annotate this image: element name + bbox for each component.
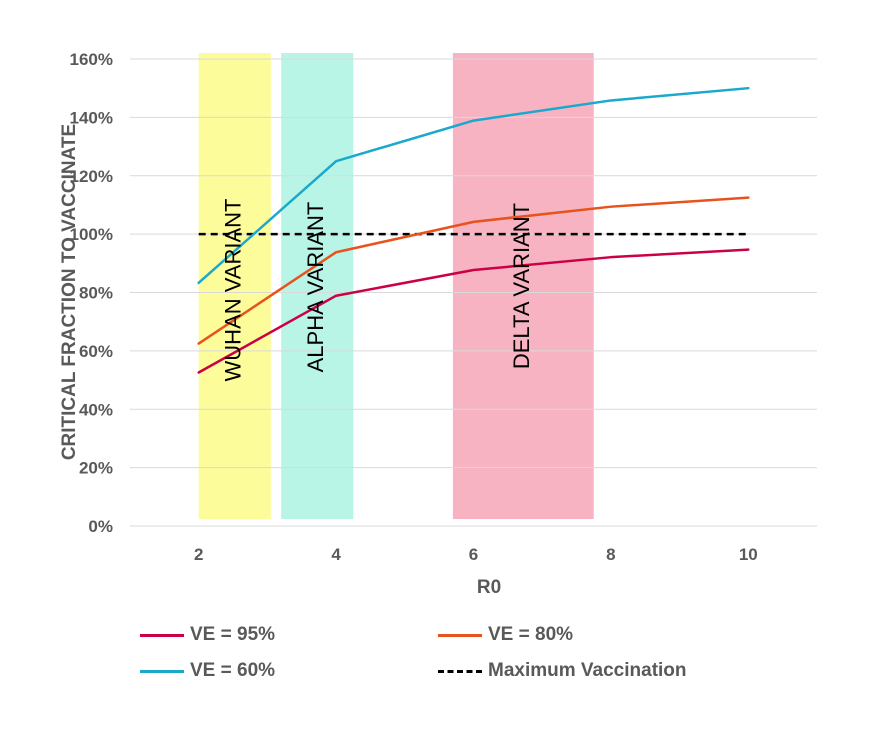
y-tick-label: 100% [70,225,113,244]
y-tick-label: 60% [79,342,113,361]
y-axis-ticks: 0% 20% 40% 60% 80% 100% 120% 140% 160% [70,50,113,536]
band-label-alpha-variant: ALPHA VARIANT [303,202,328,373]
x-tick-label: 2 [194,545,203,564]
x-axis-title: R0 [477,577,501,598]
band-label-delta-variant: DELTA VARIANT [509,203,534,369]
x-tick-label: 6 [469,545,478,564]
y-tick-label: 160% [70,50,113,69]
x-axis-ticks: 2 4 6 8 10 [194,545,758,564]
y-tick-label: 0% [88,517,113,536]
y-tick-label: 120% [70,167,113,186]
y-tick-label: 80% [79,284,113,303]
series-lines [197,86,750,374]
series-line-ve-60 [197,86,750,285]
x-tick-label: 4 [331,545,341,564]
y-tick-label: 40% [79,400,113,419]
band-label-wuhan-variant: WUHAN VARIANT [221,199,246,382]
band-wuhan-variant [198,53,271,519]
gridlines [130,58,817,527]
series-line-ve-95 [197,248,750,374]
series-line-ve-80 [197,196,750,345]
y-tick-label: 20% [79,459,113,478]
variant-bands [198,53,594,519]
y-tick-label: 140% [70,108,113,127]
band-alpha-variant [281,53,354,519]
band-delta-variant [452,53,594,519]
x-tick-label: 8 [606,545,615,564]
variant-band-labels: WUHAN VARIANT ALPHA VARIANT DELTA VARIANT [221,199,535,382]
x-tick-label: 10 [739,545,758,564]
y-axis-title: CRITICAL FRACTION TO VACCINATE [59,124,80,460]
